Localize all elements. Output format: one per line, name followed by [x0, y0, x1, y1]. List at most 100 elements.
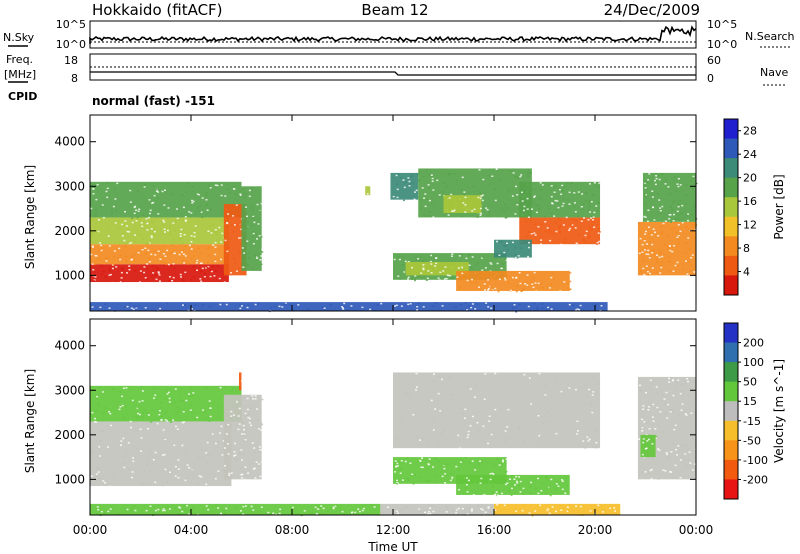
- velocity-speckle: [566, 506, 569, 508]
- velocity-speckle: [168, 418, 171, 421]
- power-speckle: [453, 209, 456, 211]
- velocity-speckle: [671, 410, 674, 412]
- power-speckle: [164, 255, 167, 257]
- power-speckle: [214, 258, 217, 261]
- power-speckle: [441, 191, 444, 193]
- power-speckle: [574, 227, 577, 229]
- velocity-speckle: [259, 511, 262, 513]
- power-speckle: [660, 266, 663, 269]
- power-speckle: [142, 238, 144, 240]
- power-speckle: [189, 244, 191, 247]
- power-speckle: [106, 187, 109, 190]
- power-speckle: [341, 307, 344, 309]
- power-speckle: [192, 276, 195, 278]
- velocity-speckle: [160, 418, 163, 421]
- power-speckle: [246, 227, 249, 229]
- power-patch: [241, 186, 262, 271]
- power-speckle: [676, 236, 679, 239]
- velocity-speckle: [215, 442, 217, 445]
- power-speckle: [425, 198, 428, 200]
- velocity-speckle: [321, 513, 324, 515]
- power-speckle: [584, 199, 587, 202]
- power-colorbar-segment: [724, 119, 738, 140]
- velocity-speckle: [232, 408, 235, 411]
- velocity-speckle: [109, 412, 112, 415]
- power-speckle: [660, 173, 663, 175]
- velocity-speckle: [457, 434, 460, 437]
- power-speckle: [540, 223, 543, 225]
- power-speckle: [568, 303, 571, 306]
- velocity-speckle: [119, 406, 122, 408]
- velocity-speckle: [504, 440, 507, 443]
- x-axis-label: Time UT: [367, 540, 418, 554]
- power-speckle: [190, 235, 193, 237]
- power-speckle: [533, 232, 536, 234]
- power-speckle: [667, 245, 670, 247]
- velocity-speckle: [233, 451, 236, 453]
- power-speckle: [146, 241, 149, 244]
- velocity-speckle: [258, 428, 261, 430]
- velocity-speckle: [215, 504, 218, 507]
- velocity-speckle: [506, 482, 509, 484]
- velocity-speckle: [98, 446, 101, 448]
- velocity-speckle: [213, 465, 215, 467]
- power-speckle: [475, 309, 478, 311]
- power-speckle: [478, 286, 480, 288]
- velocity-speckle: [253, 404, 256, 407]
- power-speckle: [691, 187, 694, 189]
- power-speckle: [215, 231, 218, 233]
- velocity-speckle: [240, 510, 242, 512]
- velocity-speckle: [679, 476, 682, 479]
- velocity-speckle: [489, 478, 492, 481]
- power-speckle: [504, 258, 506, 260]
- power-speckle: [105, 190, 108, 193]
- power-speckle: [664, 244, 667, 246]
- power-speckle: [471, 303, 474, 305]
- velocity-speckle: [154, 394, 157, 396]
- power-speckle: [489, 262, 492, 264]
- power-speckle: [653, 220, 656, 222]
- power-speckle: [533, 271, 536, 274]
- velocity-speckle: [490, 433, 493, 436]
- velocity-speckle: [227, 423, 230, 426]
- velocity-speckle: [140, 450, 143, 452]
- velocity-speckle: [250, 472, 252, 474]
- power-speckle: [580, 218, 583, 220]
- power-speckle: [236, 224, 239, 226]
- velocity-y-axis-label: Slant Range [km]: [23, 369, 37, 473]
- velocity-speckle: [191, 468, 194, 470]
- velocity-speckle: [437, 392, 440, 395]
- power-speckle: [241, 247, 244, 249]
- power-speckle: [205, 194, 208, 196]
- velocity-speckle: [198, 475, 201, 477]
- power-speckle: [665, 179, 667, 181]
- power-speckle: [529, 245, 532, 248]
- power-speckle: [677, 265, 679, 267]
- power-speckle: [518, 303, 521, 306]
- power-speckle: [401, 264, 404, 266]
- power-speckle: [123, 239, 126, 242]
- velocity-speckle: [261, 423, 264, 426]
- power-speckle: [590, 228, 593, 230]
- velocity-speckle: [233, 466, 236, 469]
- velocity-speckle: [255, 461, 258, 463]
- velocity-speckle: [463, 400, 466, 402]
- velocity-speckle: [154, 481, 157, 484]
- velocity-speckle: [555, 510, 557, 513]
- power-speckle: [135, 209, 138, 211]
- velocity-speckle: [564, 416, 567, 419]
- power-speckle: [174, 219, 177, 222]
- velocity-speckle: [166, 481, 169, 483]
- power-speckle: [476, 303, 479, 305]
- power-speckle: [398, 256, 401, 258]
- power-speckle: [199, 262, 202, 265]
- power-speckle: [485, 273, 488, 276]
- velocity-speckle: [214, 478, 217, 480]
- velocity-speckle: [357, 508, 360, 510]
- velocity-speckle: [411, 473, 414, 475]
- power-speckle: [143, 266, 146, 268]
- power-speckle: [105, 260, 108, 262]
- power-speckle: [224, 216, 227, 218]
- power-speckle: [399, 278, 402, 280]
